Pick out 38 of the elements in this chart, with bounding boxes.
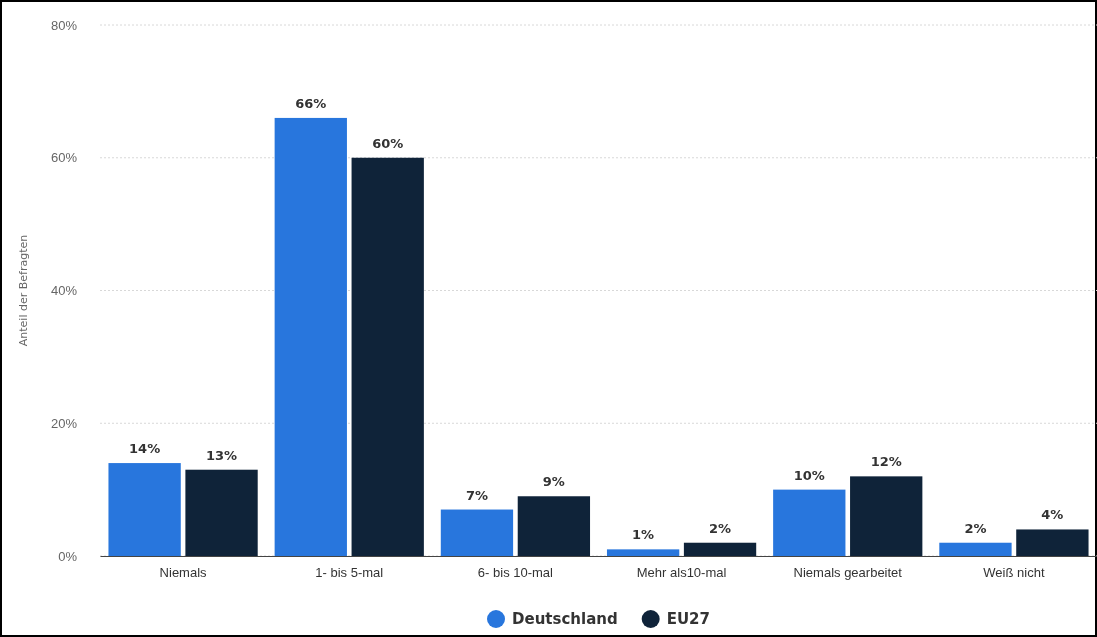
y-tick-label: 80% (50, 17, 78, 33)
x-tick-label: 6- bis 10-mal (477, 565, 554, 581)
bar (939, 542, 1012, 556)
bar (108, 463, 181, 556)
data-label: 14% (129, 441, 161, 457)
bar (1016, 529, 1089, 556)
data-label: 60% (372, 135, 404, 151)
y-axis-title: Anteil der Befragten (17, 234, 30, 347)
x-tick-label: Mehr als10-mal (636, 565, 727, 581)
x-tick-label: Niemals gearbeitet (793, 565, 903, 581)
legend-label: EU27 (666, 610, 710, 628)
data-label: 9% (542, 474, 565, 490)
bar (440, 509, 514, 556)
data-label: 66% (295, 95, 327, 111)
bar (606, 549, 680, 556)
bar (683, 542, 757, 556)
data-label: 7% (465, 487, 488, 503)
bar (274, 117, 347, 556)
bar (185, 469, 258, 556)
data-label: 1% (632, 527, 655, 543)
data-label: 2% (709, 520, 732, 536)
data-label: 13% (205, 447, 238, 463)
x-tick-label: Niemals (159, 565, 208, 581)
y-tick-label: 20% (50, 415, 78, 431)
data-label: 2% (964, 520, 987, 536)
bar (351, 157, 424, 556)
y-tick-label: 40% (50, 283, 78, 299)
y-tick-label: 0% (58, 548, 78, 564)
x-tick-label: 1- bis 5-mal (315, 565, 384, 581)
data-label: 12% (870, 454, 902, 470)
y-tick-label: 60% (50, 150, 78, 166)
bar (773, 489, 846, 556)
bar (517, 496, 591, 556)
legend-label: Deutschland (512, 610, 618, 628)
data-label: 4% (1041, 507, 1064, 523)
bar (850, 476, 923, 556)
x-tick-label: Weiß nicht (983, 565, 1045, 581)
data-label: 10% (793, 467, 825, 483)
